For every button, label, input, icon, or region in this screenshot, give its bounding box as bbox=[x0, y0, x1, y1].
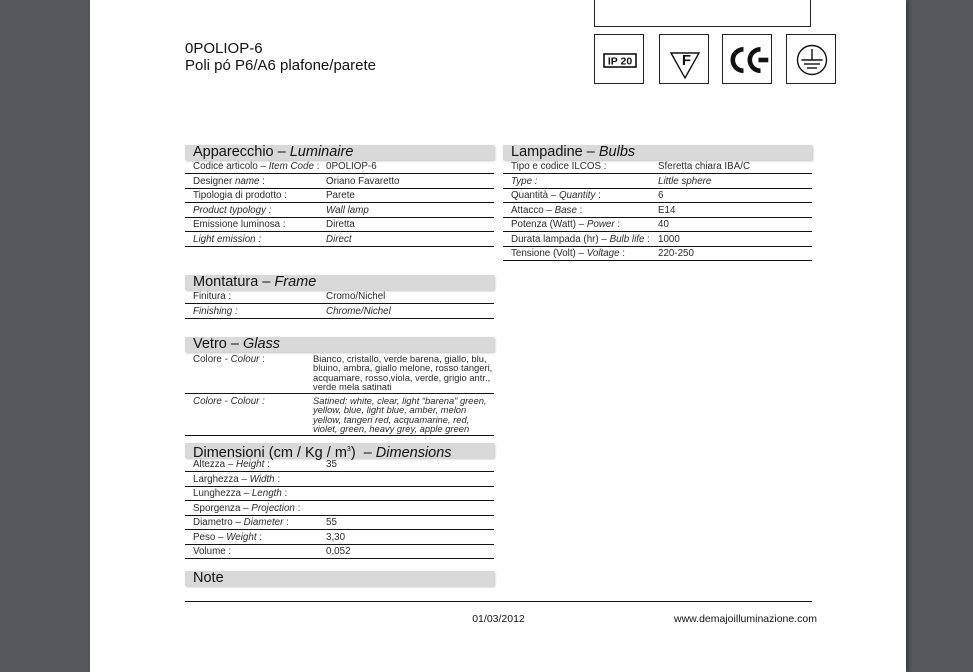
svg-text:F: F bbox=[682, 52, 691, 69]
svg-text:IP 20: IP 20 bbox=[608, 55, 632, 67]
